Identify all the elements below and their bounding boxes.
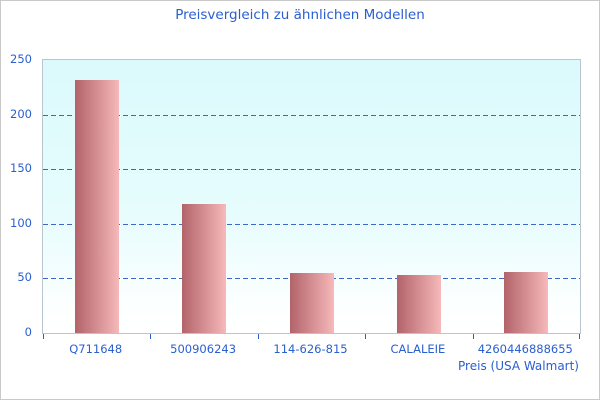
x-axis-title: Preis (USA Walmart) bbox=[458, 359, 579, 373]
x-tick-label-114-626-815: 114-626-815 bbox=[273, 342, 348, 356]
plot-area bbox=[42, 59, 581, 339]
bar-500906243 bbox=[182, 204, 227, 333]
y-axis-labels: 0 50 100 150 200 250 bbox=[1, 52, 32, 339]
y-tick-label-200: 200 bbox=[10, 106, 32, 121]
x-axis-tick bbox=[365, 334, 367, 339]
bar-4260446888655 bbox=[504, 271, 549, 333]
y-tick-label-100: 100 bbox=[10, 215, 32, 230]
x-axis-labels: Q711648 500906243 114-626-815 CALALEIE 42604… bbox=[42, 342, 581, 358]
y-tick-label-50: 50 bbox=[17, 270, 32, 285]
bar-CALALEIE bbox=[396, 275, 441, 333]
bar-114-626-815 bbox=[289, 272, 334, 333]
x-axis-tick bbox=[43, 334, 44, 339]
x-tick-label-CALALEIE: CALALEIE bbox=[390, 342, 446, 356]
bar-Q711648 bbox=[74, 79, 119, 333]
x-axis-tick bbox=[257, 334, 259, 339]
x-axis-tick bbox=[150, 334, 152, 339]
x-tick-label-Q711648: Q711648 bbox=[69, 342, 123, 356]
chart-title: Preisvergleich zu ähnlichen Modellen bbox=[175, 7, 425, 23]
y-tick-label-250: 250 bbox=[10, 52, 32, 66]
y-tick-label-150: 150 bbox=[10, 161, 32, 176]
x-axis-tick bbox=[579, 334, 580, 339]
x-tick-label-500906243: 500906243 bbox=[170, 342, 237, 356]
x-axis-tick bbox=[472, 334, 474, 339]
x-tick-label-4260446888655: 4260446888655 bbox=[477, 342, 573, 356]
gridline-200 bbox=[43, 114, 580, 116]
gridline-150 bbox=[43, 169, 580, 171]
gridline-100 bbox=[43, 223, 580, 225]
y-tick-label-0: 0 bbox=[24, 325, 32, 339]
